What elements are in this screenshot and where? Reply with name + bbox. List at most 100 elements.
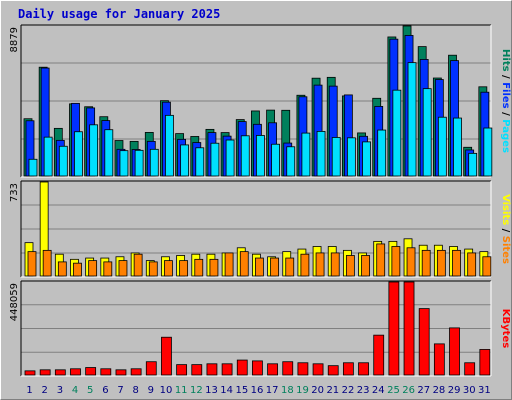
sites-bar — [224, 252, 234, 277]
x-tick-label: 9 — [148, 385, 154, 396]
x-tick-label: 1 — [26, 385, 32, 396]
pages-bar — [180, 144, 190, 177]
kbytes-bar — [70, 368, 81, 376]
pages-bar — [301, 132, 311, 177]
x-tick-label: 31 — [478, 385, 491, 396]
pages-bar — [453, 117, 462, 177]
pages-bar — [58, 145, 68, 177]
pages-bar — [119, 150, 129, 177]
sites-bar — [148, 261, 158, 277]
sites-bar — [194, 258, 204, 277]
pages-bar — [256, 135, 265, 177]
pages-bar — [286, 146, 296, 177]
kbytes-bar — [176, 364, 188, 376]
kbytes-bar — [252, 360, 263, 376]
kbytes-bar — [221, 363, 233, 376]
sites-bar — [467, 252, 477, 277]
x-tick-label: 28 — [433, 385, 446, 396]
sites-bar — [209, 258, 219, 277]
kbytes-bar — [236, 359, 248, 376]
x-tick-label: 27 — [417, 385, 430, 396]
pages-bar — [346, 137, 356, 177]
sites-bar — [330, 252, 340, 277]
sites-bar — [285, 257, 295, 277]
kbytes-bar — [464, 362, 476, 376]
kbytes-bar — [24, 370, 36, 376]
pages-bar — [422, 88, 432, 177]
sites-bar — [376, 243, 386, 277]
sites-bar — [345, 255, 355, 277]
pages-bar — [271, 143, 280, 177]
sites-bar — [482, 256, 492, 277]
x-tick-label: 29 — [448, 385, 461, 396]
x-tick-label: 2 — [42, 385, 48, 396]
kbytes-bar — [191, 364, 203, 376]
x-tick-label: 14 — [220, 385, 233, 396]
pages-bar — [392, 89, 402, 177]
pages-bar — [210, 142, 220, 177]
legend-separator: / — [500, 225, 511, 236]
legend-visits-sites: Visits / Sites — [500, 194, 511, 264]
pages-bar — [89, 124, 99, 177]
x-tick-label: 5 — [87, 385, 93, 396]
kbytes-bar — [130, 368, 142, 376]
kbytes-bar — [100, 368, 112, 376]
pages-bar — [316, 131, 326, 177]
sites-bar — [270, 257, 279, 277]
kbytes-bar — [206, 363, 218, 376]
kbytes-bar — [418, 308, 430, 376]
legend-kbytes: KBytes — [500, 309, 511, 348]
sites-bar — [315, 252, 325, 277]
x-tick-label: 17 — [266, 385, 279, 396]
x-tick-label: 12 — [190, 385, 203, 396]
kbytes-bar — [297, 362, 309, 376]
sites-bar — [179, 260, 189, 277]
pages-bar — [407, 62, 417, 177]
legend-entry: Hits — [500, 49, 511, 72]
sites-bar — [133, 253, 143, 277]
pages-bar — [377, 129, 387, 177]
x-tick-label: 7 — [117, 385, 123, 396]
sites-bar — [391, 246, 401, 277]
pages-bar — [43, 136, 53, 177]
sites-bar — [118, 260, 128, 277]
sites-bar — [88, 260, 98, 277]
x-tick-label: 23 — [357, 385, 370, 396]
pages-bar — [225, 139, 235, 177]
kbytes-bar — [282, 361, 294, 376]
kbytes-bar — [161, 336, 172, 376]
sites-bar — [452, 249, 461, 277]
x-tick-label: 25 — [387, 385, 400, 396]
x-tick-label: 24 — [372, 385, 385, 396]
pages-bar — [165, 114, 174, 177]
sites-bar — [406, 247, 416, 277]
kbytes-bar — [145, 361, 157, 376]
pages-bar — [483, 127, 493, 177]
sites-bar — [361, 255, 370, 277]
pages-bar — [104, 129, 114, 177]
sites-bar — [103, 261, 113, 277]
kbytes-bar — [39, 369, 51, 376]
legend-entry: Visits — [500, 194, 511, 225]
x-tick-label: 3 — [57, 385, 63, 396]
pages-bar — [468, 152, 478, 177]
sites-bar — [300, 253, 310, 277]
legend-entry: Pages — [500, 119, 511, 153]
sites-bar — [164, 260, 173, 277]
pages-bar — [331, 137, 341, 177]
x-tick-label: 11 — [175, 385, 188, 396]
x-tick-label: 18 — [281, 385, 294, 396]
legend-hits-files-pages: Hits / Files / Pages — [500, 49, 511, 153]
kbytes-bar — [388, 281, 400, 376]
pages-bar — [74, 131, 83, 177]
sites-bar — [73, 262, 82, 277]
legend-separator: / — [500, 109, 511, 120]
x-tick-label: 10 — [160, 385, 173, 396]
sites-bar — [436, 249, 446, 277]
kbytes-bar — [449, 327, 460, 376]
x-tick-label: 19 — [296, 385, 309, 396]
legend-entry: Sites — [500, 236, 511, 264]
y-max-label: 448059 — [9, 283, 20, 321]
sites-bar — [255, 257, 264, 277]
